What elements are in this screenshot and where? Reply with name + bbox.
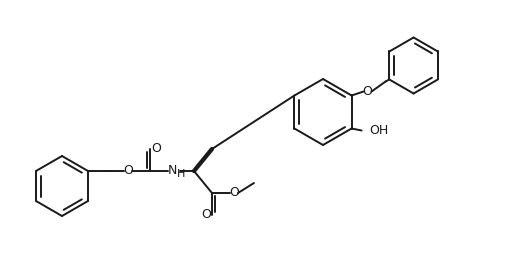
Text: OH: OH bbox=[370, 124, 389, 137]
Text: O: O bbox=[201, 209, 211, 221]
Text: O: O bbox=[151, 143, 161, 155]
Text: O: O bbox=[123, 165, 133, 177]
Text: H: H bbox=[177, 169, 185, 179]
Text: N: N bbox=[167, 165, 177, 177]
Text: O: O bbox=[363, 85, 373, 98]
Text: O: O bbox=[229, 187, 239, 199]
